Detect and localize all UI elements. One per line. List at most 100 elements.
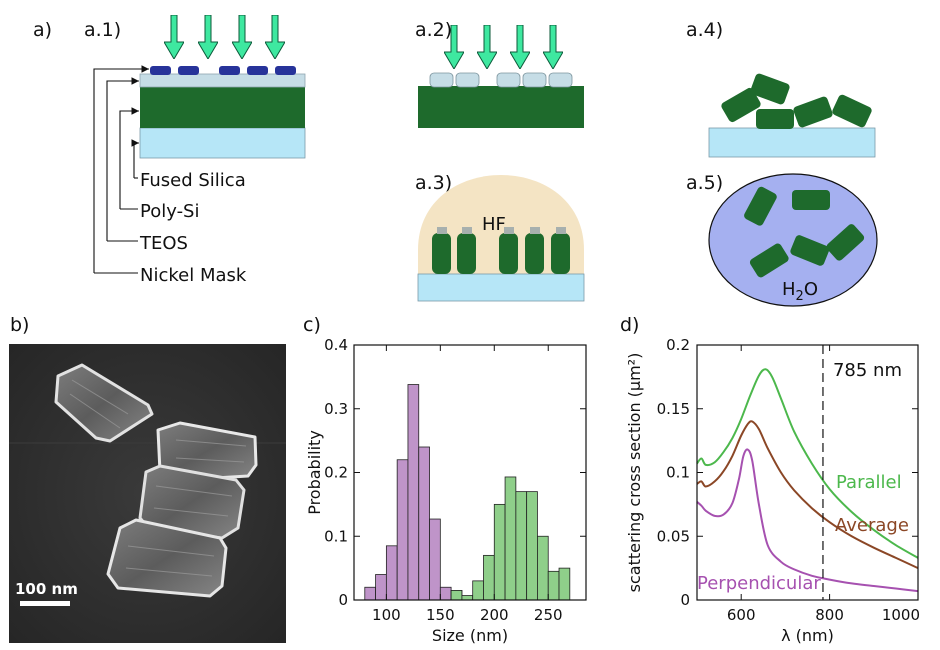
light-arrow-icon xyxy=(265,15,285,59)
nickel-mask-dot xyxy=(247,66,268,75)
panel-label-d: d) xyxy=(620,314,639,336)
nanorod xyxy=(793,96,833,128)
layer-label-teos: TEOS xyxy=(139,233,188,254)
fused-silica-layer xyxy=(708,127,876,158)
teos-layer xyxy=(139,73,306,88)
series-label-average: Average xyxy=(835,515,909,536)
histogram-bar xyxy=(558,567,571,601)
teos-pillar xyxy=(496,72,521,88)
x-tick-label: 1000 xyxy=(882,606,920,624)
histogram-bar xyxy=(547,570,560,601)
nanorod xyxy=(792,190,830,210)
histogram-bar xyxy=(493,503,506,601)
x-tick-label: 600 xyxy=(727,606,756,624)
poly-si-layer xyxy=(418,86,584,128)
y-tick-label: 0.1 xyxy=(324,527,348,545)
leader-poly-si xyxy=(119,107,139,209)
poly-si-layer xyxy=(140,87,305,128)
series-line-average xyxy=(696,420,919,570)
x-tick-label: 200 xyxy=(480,606,509,624)
sem-nanorod xyxy=(54,363,154,443)
water-label: H2O xyxy=(782,279,818,304)
histogram-chart: 100 150 200 250 0 0.1 0.2 0.3 0.4 Size (nm) Probab… xyxy=(305,336,587,645)
histogram-bar xyxy=(407,384,420,601)
sem-image: 100 nm xyxy=(9,344,286,643)
histogram-bar xyxy=(418,446,430,601)
panel-label-a4: a.4) xyxy=(686,19,723,41)
histogram-bar xyxy=(537,535,549,601)
series-line-perpendicular xyxy=(696,448,919,593)
series-label-parallel: Parallel xyxy=(836,472,902,493)
panel-label-a5: a.5) xyxy=(686,172,723,194)
y-tick-label: 0.1 xyxy=(666,464,690,482)
teos-pillar xyxy=(548,72,573,88)
x-tick-label: 250 xyxy=(534,606,563,624)
light-arrow-icon xyxy=(198,15,218,59)
teos-pillar xyxy=(522,72,547,88)
schematic-a1: Fused Silica Poly-Si TEOS Nickel Mask xyxy=(93,15,306,286)
nickel-mask-dot xyxy=(219,66,240,75)
leader-nickel-mask xyxy=(93,65,149,273)
layer-label-fused-silica: Fused Silica xyxy=(140,170,246,191)
series-line-parallel xyxy=(696,368,919,559)
schematic-a2 xyxy=(418,25,584,128)
pillars xyxy=(432,227,570,274)
schematic-a3: HF xyxy=(417,175,585,302)
x-axis-label: λ (nm) xyxy=(781,626,834,645)
schematic-a4 xyxy=(708,73,876,158)
panel-label-b: b) xyxy=(10,314,29,336)
teos-pillar xyxy=(455,72,480,88)
nanorod xyxy=(790,235,830,266)
light-arrow-icon xyxy=(164,15,184,59)
layer-label-poly-si: Poly-Si xyxy=(140,201,199,222)
scale-bar xyxy=(20,601,70,606)
light-arrow-icon xyxy=(477,25,497,69)
histogram-bar xyxy=(483,554,495,601)
histogram-bar xyxy=(526,491,538,601)
panel-label-c: c) xyxy=(303,314,321,336)
sem-nanorod xyxy=(106,518,228,598)
nickel-mask-dot xyxy=(275,66,296,75)
nanorod xyxy=(826,224,865,261)
x-tick-label: 800 xyxy=(815,606,844,624)
fused-silica-layer xyxy=(139,127,306,159)
schematic-a5: H2O xyxy=(708,173,878,307)
y-axis-label: scattering cross section (μm²) xyxy=(625,353,644,593)
y-tick-label: 0.2 xyxy=(324,464,348,482)
nanorod xyxy=(744,186,777,226)
histogram-bar xyxy=(515,491,528,601)
nanorod xyxy=(832,94,872,128)
histogram-bar xyxy=(396,459,409,601)
scattering-chart: 785 nm Parallel Average Perpendicular 600 800… xyxy=(625,336,920,645)
histogram-bar xyxy=(450,590,463,601)
panel-label-a2: a.2) xyxy=(415,19,452,41)
nanorod xyxy=(749,243,789,278)
x-tick-label: 150 xyxy=(426,606,455,624)
y-tick-label: 0.2 xyxy=(666,336,690,354)
panel-label-a3: a.3) xyxy=(415,172,452,194)
x-tick-label: 100 xyxy=(372,606,401,624)
y-tick-label: 0.3 xyxy=(324,400,348,418)
fused-silica-layer xyxy=(417,273,585,302)
nickel-mask-dot xyxy=(178,66,199,75)
light-arrow-icon xyxy=(232,15,252,59)
layer-label-nickel-mask: Nickel Mask xyxy=(140,265,247,286)
histogram-bar xyxy=(375,574,387,601)
x-axis-label: Size (nm) xyxy=(432,626,508,645)
nickel-mask-dot xyxy=(150,66,171,75)
histogram-bar xyxy=(472,580,484,601)
nanorod xyxy=(750,73,790,105)
annotation-label: 785 nm xyxy=(833,360,902,381)
y-axis-label: Probability xyxy=(305,430,324,515)
histogram-bar xyxy=(439,586,452,601)
histogram-bar xyxy=(385,545,398,601)
histogram-bar xyxy=(364,586,376,601)
scale-bar-label: 100 nm xyxy=(15,580,78,598)
light-arrow-icon xyxy=(543,25,563,69)
y-tick-label: 0.4 xyxy=(324,336,348,354)
y-tick-label: 0.05 xyxy=(657,527,690,545)
nanorod xyxy=(721,87,761,123)
y-tick-label: 0.15 xyxy=(657,400,690,418)
panel-label-a1: a.1) xyxy=(84,19,121,41)
panel-label-a: a) xyxy=(33,19,52,41)
